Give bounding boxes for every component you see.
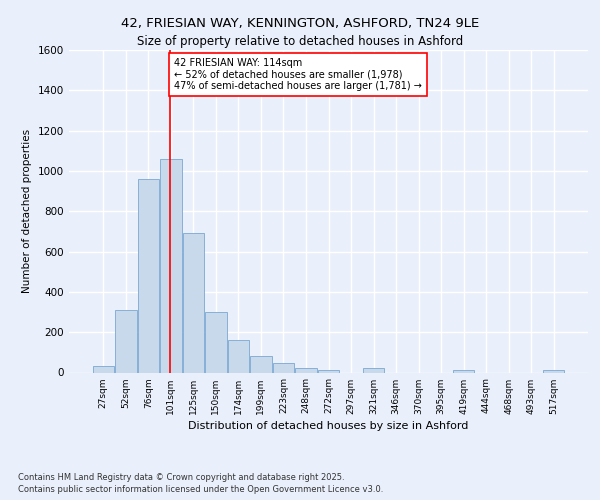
Bar: [137, 179, 159, 372]
Bar: [92, 366, 114, 372]
Bar: [453, 370, 475, 372]
Text: Contains HM Land Registry data © Crown copyright and database right 2025.: Contains HM Land Registry data © Crown c…: [18, 472, 344, 482]
Bar: [363, 368, 384, 372]
Text: 42 FRIESIAN WAY: 114sqm
← 52% of detached houses are smaller (1,978)
47% of semi: 42 FRIESIAN WAY: 114sqm ← 52% of detache…: [174, 58, 422, 92]
Bar: [182, 234, 204, 372]
Y-axis label: Number of detached properties: Number of detached properties: [22, 129, 32, 294]
Bar: [205, 312, 227, 372]
Bar: [273, 364, 294, 372]
Bar: [115, 310, 137, 372]
Bar: [543, 370, 565, 372]
Bar: [295, 368, 317, 372]
X-axis label: Distribution of detached houses by size in Ashford: Distribution of detached houses by size …: [188, 420, 469, 430]
Text: Size of property relative to detached houses in Ashford: Size of property relative to detached ho…: [137, 35, 463, 48]
Text: 42, FRIESIAN WAY, KENNINGTON, ASHFORD, TN24 9LE: 42, FRIESIAN WAY, KENNINGTON, ASHFORD, T…: [121, 18, 479, 30]
Bar: [318, 370, 339, 372]
Bar: [160, 159, 182, 372]
Text: Contains public sector information licensed under the Open Government Licence v3: Contains public sector information licen…: [18, 485, 383, 494]
Bar: [228, 340, 249, 372]
Bar: [250, 356, 272, 372]
